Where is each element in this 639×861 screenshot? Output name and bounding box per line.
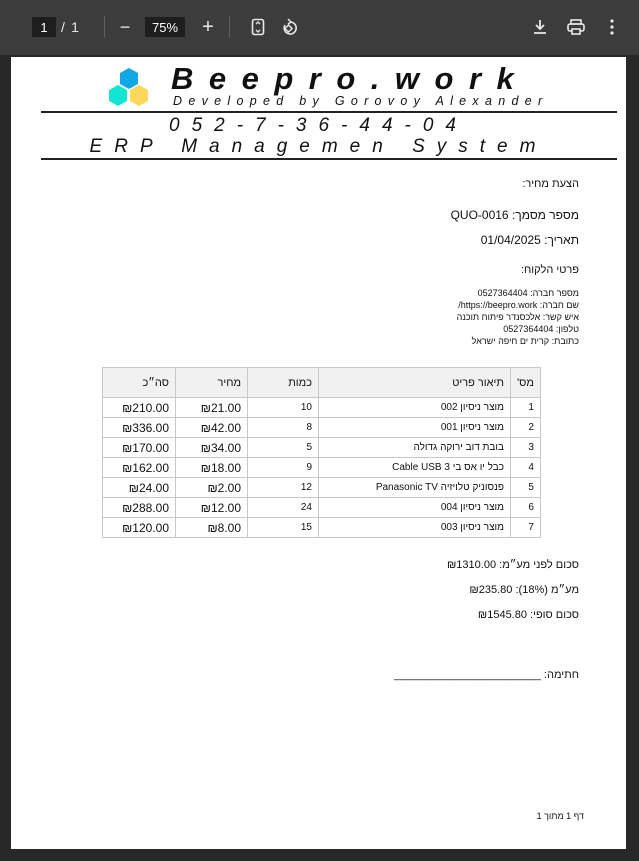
divider: [229, 16, 230, 38]
phone-number: 052-7-36-44-04: [169, 115, 468, 136]
col-quantity: כמות: [247, 367, 319, 398]
page-separator: /: [61, 19, 65, 35]
pdf-toolbar: 1 / 1 − 75% +: [0, 0, 639, 55]
customer-details: מספר חברה: 0527364404 שם חברה: https://b…: [457, 287, 579, 347]
row-number: 7: [510, 517, 541, 538]
item-quantity: 9: [247, 457, 319, 478]
doc-title: הצעת מחיר:: [522, 178, 579, 190]
item-price: ₪18.00: [175, 457, 248, 478]
item-price: ₪21.00: [175, 397, 248, 418]
rotate-icon: [283, 18, 297, 35]
developer-credit: Developed by Gorovoy Alexander: [173, 94, 549, 108]
item-total: ₪170.00: [102, 437, 176, 458]
download-button[interactable]: [529, 15, 551, 39]
item-quantity: 15: [247, 517, 319, 538]
pdf-page: Beepro.work Developed by Gorovoy Alexand…: [11, 57, 626, 849]
item-price: ₪8.00: [175, 517, 248, 538]
item-description: מוצר ניסיון 002: [318, 397, 511, 418]
table-header-row: מס' תיאור פריט כמות מחיר סה״כ: [102, 367, 541, 398]
zoom-in-button[interactable]: +: [202, 15, 214, 38]
print-icon: [567, 19, 585, 35]
col-price: מחיר: [175, 367, 248, 398]
doc-number: מספר מסמך: QUO-0016: [450, 208, 579, 222]
item-total: ₪336.00: [102, 417, 176, 438]
more-options-button[interactable]: [602, 15, 622, 39]
item-description: בובת דוב ירוקה גדולה: [318, 437, 511, 458]
item-description: כבל יו אס בי 3 Cable USB: [318, 457, 511, 478]
item-description: פנסוניק טלויזיה Panasonic TV: [318, 477, 511, 498]
signature-line: חתימה: ________________________: [394, 669, 579, 681]
zoom-level-input[interactable]: 75%: [145, 17, 185, 37]
download-icon: [534, 20, 546, 34]
item-quantity: 12: [247, 477, 319, 498]
col-description: תיאור פריט: [318, 367, 511, 398]
item-description: מוצר ניסיון 003: [318, 517, 511, 538]
row-number: 6: [510, 497, 541, 518]
item-description: מוצר ניסיון 004: [318, 497, 511, 518]
fit-page-button[interactable]: [247, 15, 269, 39]
row-number: 2: [510, 417, 541, 438]
customer-phone: טלפון: 0527364404: [503, 324, 579, 334]
beepro-logo-icon: [109, 68, 148, 106]
more-vertical-icon: [610, 19, 614, 35]
divider: [104, 16, 105, 38]
customer-address: כתובת: קרית ים חיפה ישראל: [471, 336, 579, 346]
zoom-out-button[interactable]: −: [119, 16, 131, 37]
doc-date: תאריך: 01/04/2025: [480, 233, 579, 247]
item-price: ₪42.00: [175, 417, 248, 438]
item-price: ₪2.00: [175, 477, 248, 498]
item-total: ₪210.00: [102, 397, 176, 418]
subtotal: סכום לפני מע״מ: ₪1310.00: [446, 559, 579, 571]
page-number-input[interactable]: 1: [32, 17, 56, 37]
item-quantity: 10: [247, 397, 319, 418]
header-divider: [41, 158, 617, 160]
system-name: ERP Managemen System: [89, 136, 548, 157]
col-total: סה״כ: [102, 367, 176, 398]
item-total: ₪162.00: [102, 457, 176, 478]
row-number: 3: [510, 437, 541, 458]
fit-page-icon: [251, 18, 265, 36]
table-row: 6 מוצר ניסיון 004 24 ₪12.00 ₪288.00: [102, 497, 541, 518]
item-description: מוצר ניסיון 001: [318, 417, 511, 438]
item-price: ₪12.00: [175, 497, 248, 518]
header-divider: [41, 111, 617, 113]
table-row: 4 כבל יו אס בי 3 Cable USB 9 ₪18.00 ₪162.00: [102, 457, 541, 478]
table-row: 3 בובת דוב ירוקה גדולה 5 ₪34.00 ₪170.00: [102, 437, 541, 458]
item-quantity: 5: [247, 437, 319, 458]
customer-contact: איש קשר: אלכסנדר פיתוח תוכנה: [456, 312, 579, 322]
item-total: ₪120.00: [102, 517, 176, 538]
table-row: 5 פנסוניק טלויזיה Panasonic TV 12 ₪2.00 ₪24.…: [102, 477, 541, 498]
col-number: מס': [510, 367, 541, 398]
page-total: 1: [71, 19, 79, 35]
item-price: ₪34.00: [175, 437, 248, 458]
customer-company-number: מספר חברה: 0527364404: [477, 288, 579, 298]
item-total: ₪24.00: [102, 477, 176, 498]
item-quantity: 8: [247, 417, 319, 438]
grand-total: סכום סופי: ₪1545.80: [477, 609, 579, 621]
row-number: 5: [510, 477, 541, 498]
table-row: 7 מוצר ניסיון 003 15 ₪8.00 ₪120.00: [102, 517, 541, 538]
table-row: 1 מוצר ניסיון 002 10 ₪21.00 ₪210.00: [102, 397, 541, 418]
row-number: 1: [510, 397, 541, 418]
row-number: 4: [510, 457, 541, 478]
customer-heading: פרטי הלקוח:: [520, 264, 579, 276]
item-quantity: 24: [247, 497, 319, 518]
print-button[interactable]: [564, 15, 588, 39]
item-total: ₪288.00: [102, 497, 176, 518]
table-row: 2 מוצר ניסיון 001 8 ₪42.00 ₪336.00: [102, 417, 541, 438]
customer-company-name: שם חברה: https://beepro.work/: [458, 300, 579, 310]
brand-name: Beepro.work: [171, 61, 530, 96]
page-footer: דף 1 מתוך 1: [536, 811, 584, 821]
vat: מע״מ (18%): ₪235.80: [469, 584, 579, 596]
rotate-button[interactable]: [278, 15, 302, 39]
items-table: מס' תיאור פריט כמות מחיר סה״כ 1 מוצר ניסי…: [102, 367, 541, 538]
